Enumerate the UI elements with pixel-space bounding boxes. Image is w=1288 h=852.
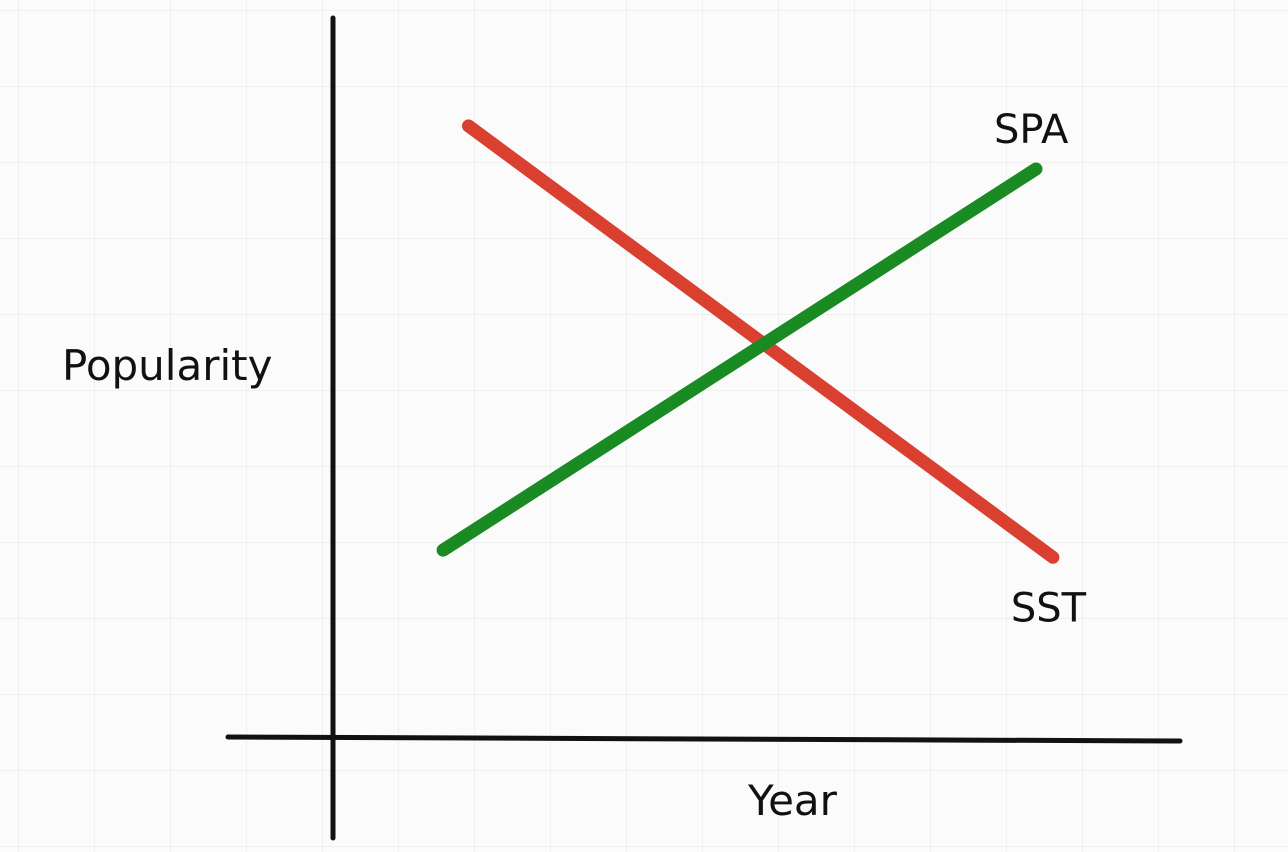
- series-label-spa: SPA: [994, 107, 1069, 153]
- series-layer: [436, 119, 1060, 564]
- series-line-spa: [436, 162, 1043, 557]
- series-label-layer: SST SPA: [994, 107, 1087, 631]
- y-axis-label: Popularity: [62, 341, 272, 390]
- series-label-sst: SST: [1011, 585, 1087, 631]
- x-axis-label: Year: [747, 776, 838, 825]
- x-axis: [225, 734, 1183, 744]
